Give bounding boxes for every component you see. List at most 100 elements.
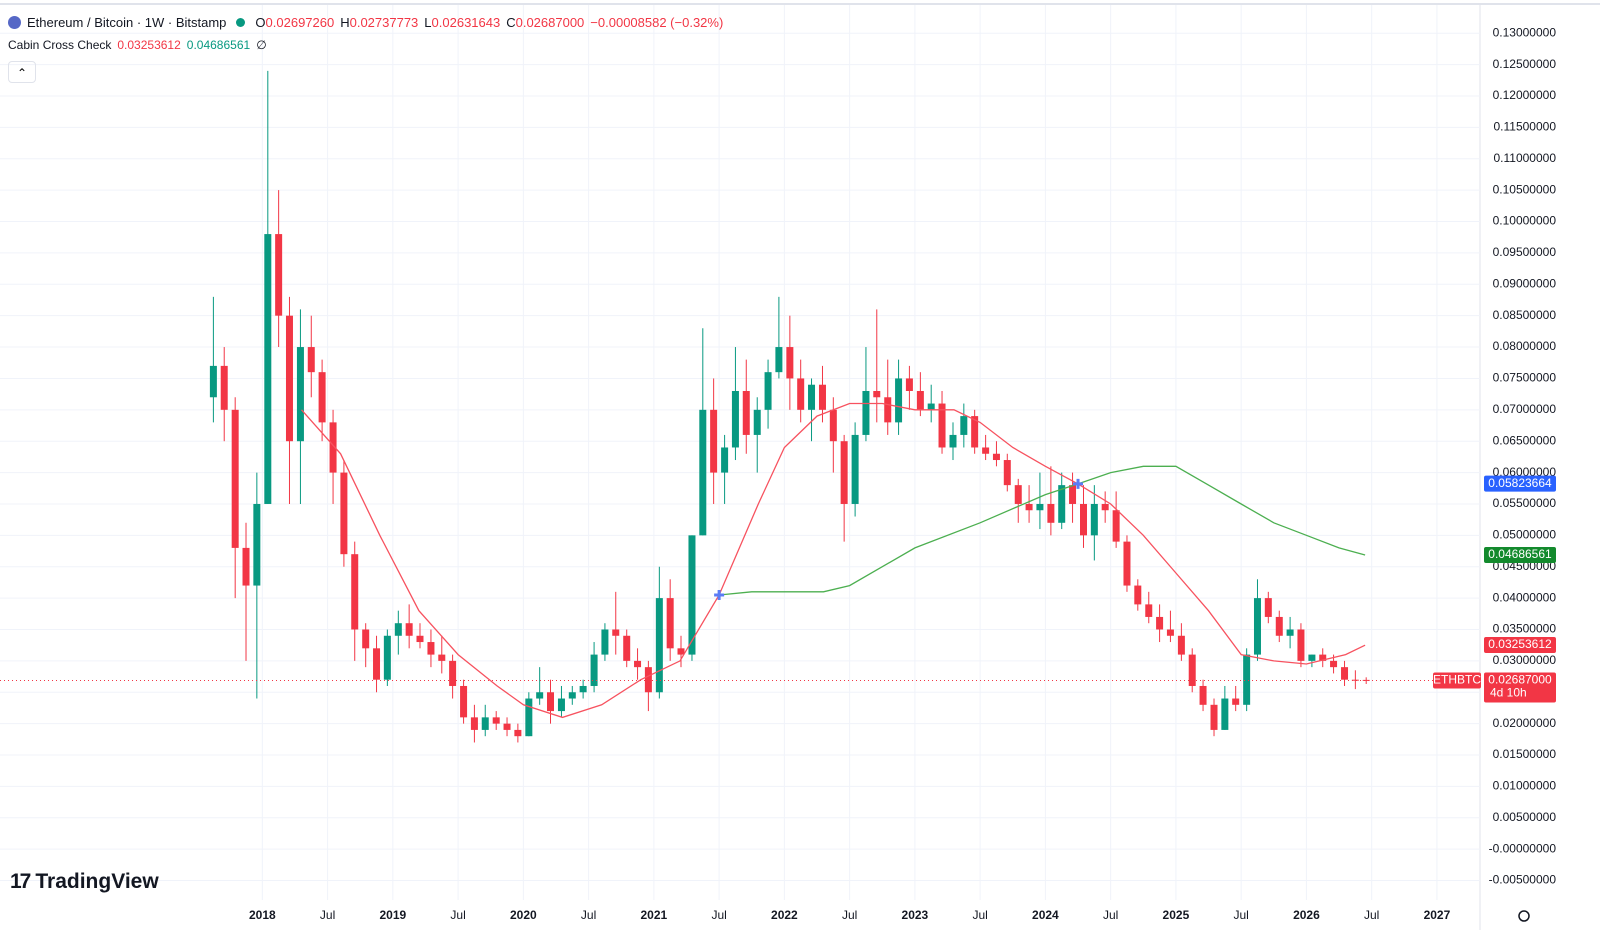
x-tick-label: Jul xyxy=(1233,908,1248,922)
candle-body xyxy=(916,390,924,410)
candle-body xyxy=(264,234,272,504)
candle-body xyxy=(296,347,304,442)
ohlc-label: H xyxy=(340,15,350,30)
candle-body xyxy=(742,390,750,435)
candle-body xyxy=(1341,667,1349,680)
candle-body xyxy=(340,472,348,555)
candle-body xyxy=(1221,698,1229,730)
candle-body xyxy=(1047,503,1055,523)
candle-body xyxy=(1156,616,1164,630)
candle-body xyxy=(275,234,283,316)
candle-body xyxy=(1134,585,1142,605)
candle-body xyxy=(699,409,707,536)
candle-body xyxy=(884,397,892,423)
candle-body xyxy=(1297,629,1305,661)
x-tick-label: Jul xyxy=(711,908,726,922)
price-label: 0.05823664 xyxy=(1488,476,1552,490)
y-tick-label: 0.06000000 xyxy=(1493,465,1557,479)
candle-body xyxy=(851,434,859,504)
candle-body xyxy=(1286,629,1294,636)
candle-body xyxy=(1264,598,1272,617)
candle-body xyxy=(873,390,881,398)
status-dot xyxy=(236,18,246,27)
candle-body xyxy=(1101,503,1109,511)
candle-body xyxy=(329,422,337,473)
candle-body xyxy=(1123,541,1131,586)
candle-body xyxy=(503,723,511,730)
candle-body xyxy=(318,372,326,423)
candle-body xyxy=(1362,679,1370,681)
candle-body xyxy=(797,378,805,410)
candle-body xyxy=(1308,654,1316,661)
indicator-line xyxy=(719,465,1366,596)
ohlc-label: L xyxy=(424,15,432,30)
candle-body xyxy=(1003,460,1011,486)
candle-body xyxy=(405,623,413,636)
candle-body xyxy=(373,648,381,680)
x-tick-label: Jul xyxy=(972,908,987,922)
candle-body xyxy=(710,409,718,473)
x-tick-label: 2026 xyxy=(1293,908,1320,922)
candle-body xyxy=(1090,503,1098,536)
symbol-icon xyxy=(8,16,21,29)
ohlc-value: 0.02687000 xyxy=(515,15,585,30)
ohlc-value: 0.02737773 xyxy=(349,15,419,30)
collapse-button[interactable]: ⌃ xyxy=(8,61,36,83)
y-tick-label: 0.10000000 xyxy=(1493,214,1557,228)
candle-body xyxy=(242,547,250,586)
candle-body xyxy=(568,692,576,699)
ohlc: O0.02697260 H0.02737773 L0.02631643 C0.0… xyxy=(255,15,723,30)
x-tick-label: Jul xyxy=(320,908,335,922)
candle-body xyxy=(753,409,761,435)
settings-icon[interactable] xyxy=(1518,910,1530,922)
y-tick-label: 0.05000000 xyxy=(1493,528,1557,542)
y-tick-label: 0.07000000 xyxy=(1493,402,1557,416)
ohlc-label: O xyxy=(255,15,266,30)
indicator-value: 0.03253612 xyxy=(117,38,181,52)
candle-body xyxy=(612,629,620,636)
candle-body xyxy=(470,717,478,730)
candle-body xyxy=(1275,616,1283,636)
candle-body xyxy=(666,598,674,649)
y-tick-label: 0.12500000 xyxy=(1493,57,1557,71)
last-price-label: 0.02687000 xyxy=(1488,673,1552,687)
candle-body xyxy=(688,535,696,655)
symbol[interactable]: Ethereum / Bitcoin · 1W · Bitstamp xyxy=(27,15,227,30)
price-label: 0.04686561 xyxy=(1488,547,1552,561)
price-label: 0.03253612 xyxy=(1488,637,1552,651)
candle-body xyxy=(1166,629,1174,636)
candle-body xyxy=(1210,704,1218,730)
candle-body xyxy=(949,434,957,448)
candle-body xyxy=(416,635,424,643)
candle-body xyxy=(362,629,370,649)
candle-body xyxy=(644,667,652,693)
indicator-legend: Cabin Cross Check 0.03253612 0.04686561 … xyxy=(8,38,267,52)
brand-text: TradingView xyxy=(35,870,159,893)
x-tick-label: 2019 xyxy=(379,908,406,922)
price-label-box xyxy=(1484,475,1556,492)
candle-body xyxy=(351,554,359,630)
price-label-box xyxy=(1484,547,1556,564)
candle-body xyxy=(557,698,565,712)
candle-body xyxy=(525,698,533,737)
candle-body xyxy=(840,441,848,504)
x-tick-label: Jul xyxy=(1103,908,1118,922)
candle-body xyxy=(623,635,631,661)
candle-body xyxy=(514,729,522,737)
candle-body xyxy=(394,623,402,636)
candle-body xyxy=(1080,503,1088,536)
candle-body xyxy=(253,503,261,586)
x-tick-label: 2022 xyxy=(771,908,798,922)
x-tick-label: 2020 xyxy=(510,908,537,922)
candle-body xyxy=(971,416,979,448)
y-tick-label: -0.00000000 xyxy=(1489,841,1557,855)
candle-body xyxy=(895,378,903,423)
y-tick-label: 0.01000000 xyxy=(1493,779,1557,793)
candle-body xyxy=(829,409,837,442)
y-tick-label: 0.01500000 xyxy=(1493,747,1557,761)
candle-body xyxy=(818,384,826,410)
indicator-name[interactable]: Cabin Cross Check xyxy=(8,38,112,52)
branding[interactable]: 17 TradingView xyxy=(10,870,159,893)
y-tick-label: 0.10500000 xyxy=(1493,182,1557,196)
